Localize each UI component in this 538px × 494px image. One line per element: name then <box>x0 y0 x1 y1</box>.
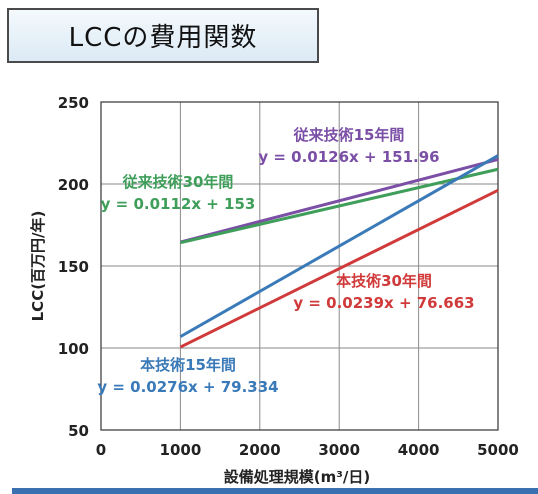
x-tick-label: 4000 <box>398 441 440 459</box>
x-tick-label: 0 <box>96 441 106 459</box>
series-line-conventional-30y <box>180 167 499 245</box>
series-equation-label: y = 0.0239x + 76.663 <box>293 294 474 312</box>
series-name-label: 従来技術15年間 <box>293 126 405 144</box>
series-line-new-30y <box>179 188 499 349</box>
chart-title: LCCの費用関数 <box>7 8 319 63</box>
series-labels: 従来技術15年間 y = 0.0126x + 151.96 従来技術30年間 y = … <box>97 126 474 396</box>
series-name-label: 本技術15年間 <box>140 356 236 374</box>
y-tick-label: 200 <box>58 176 89 194</box>
series-equation-label: y = 0.0276x + 79.334 <box>97 378 278 396</box>
x-tick-label: 3000 <box>318 441 360 459</box>
x-tick-label: 1000 <box>160 441 202 459</box>
series-name-label: 従来技術30年間 <box>122 173 234 191</box>
x-axis-ticks: 0 1000 2000 3000 4000 5000 <box>96 441 519 459</box>
y-axis-ticks: 50 100 150 200 250 <box>58 94 89 440</box>
x-axis-label: 設備処理規模(m³/日) <box>224 468 370 486</box>
y-tick-label: 100 <box>58 340 89 358</box>
x-tick-label: 2000 <box>239 441 281 459</box>
y-tick-label: 150 <box>58 258 89 276</box>
y-tick-label: 50 <box>68 422 89 440</box>
series-lines <box>179 154 499 349</box>
y-tick-label: 250 <box>58 94 89 112</box>
series-line-new-15y <box>179 154 499 338</box>
plot-frame <box>100 101 499 431</box>
x-tick-label: 5000 <box>477 441 519 459</box>
series-equation-label: y = 0.0126x + 151.96 <box>258 148 439 166</box>
bottom-accent-bar <box>12 488 538 494</box>
grid <box>101 102 498 430</box>
series-name-label: 本技術30年間 <box>336 272 432 290</box>
series-line-conventional-15y <box>180 158 499 244</box>
series-equation-label: y = 0.0112x + 153 <box>101 195 256 213</box>
y-axis-label: LCC(百万円/年) <box>29 211 47 322</box>
